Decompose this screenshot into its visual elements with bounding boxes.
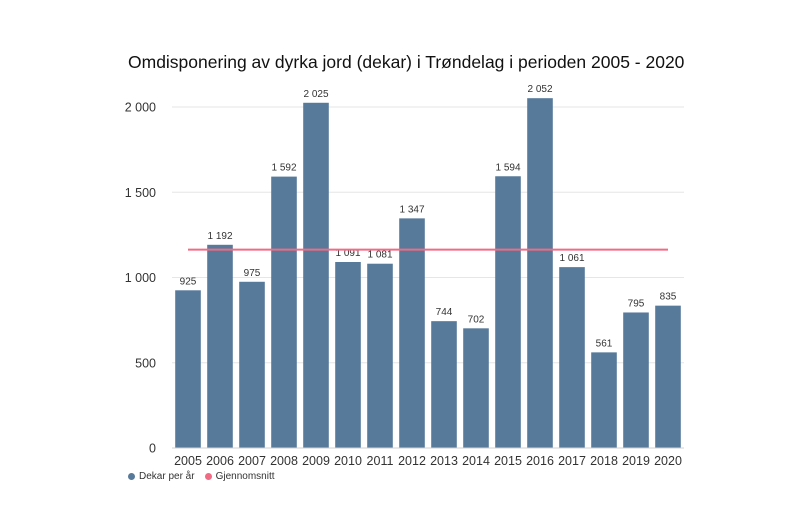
x-tick-label-2016: 2016	[526, 454, 554, 468]
data-label-2018: 561	[596, 338, 613, 349]
y-tick-label: 2 000	[125, 101, 156, 115]
data-label-2011: 1 081	[367, 250, 392, 261]
data-label-2016: 2 052	[527, 84, 552, 95]
bar-2011	[367, 263, 393, 448]
bar-2008	[271, 176, 297, 448]
data-label-2013: 744	[436, 307, 453, 318]
x-tick-label-2006: 2006	[206, 454, 234, 468]
bar-2017	[559, 267, 585, 448]
bar-2020	[655, 305, 681, 448]
data-label-2014: 702	[468, 314, 485, 325]
x-tick-label-2007: 2007	[238, 454, 266, 468]
legend: Dekar per år Gjennomsnitt	[128, 471, 285, 482]
bar-2016	[527, 98, 553, 448]
x-tick-label-2018: 2018	[590, 454, 618, 468]
data-label-2009: 2 025	[303, 89, 328, 100]
bar-2014	[463, 328, 489, 448]
bar-2009	[303, 102, 329, 449]
y-tick-label: 1 500	[125, 186, 156, 200]
x-tick-label-2010: 2010	[334, 454, 362, 468]
legend-marker-average	[204, 473, 212, 480]
data-label-2006: 1 192	[207, 231, 232, 242]
x-tick-label-2009: 2009	[302, 454, 330, 468]
bar-2015	[495, 176, 521, 448]
legend-marker-bars	[128, 473, 135, 480]
x-tick-label-2017: 2017	[558, 454, 586, 468]
x-tick-label-2020: 2020	[654, 454, 682, 468]
x-tick-label-2011: 2011	[367, 454, 394, 468]
bar-2018	[591, 352, 617, 448]
bar-2012	[399, 218, 425, 448]
legend-label-bars: Dekar per år	[139, 471, 195, 482]
bar-2019	[623, 312, 649, 448]
chart-title: Omdisponering av dyrka jord (dekar) i Tr…	[128, 52, 685, 72]
bar-2010	[335, 262, 361, 448]
legend-label-average: Gjennomsnitt	[215, 471, 275, 482]
y-tick-label: 1 000	[125, 271, 156, 285]
y-tick-label: 0	[149, 442, 156, 456]
legend-item-bars[interactable]: Dekar per år	[128, 471, 195, 482]
bar-2013	[431, 321, 457, 448]
x-tick-label-2015: 2015	[494, 454, 522, 468]
x-tick-label-2005: 2005	[174, 454, 202, 468]
x-tick-label-2012: 2012	[398, 454, 426, 468]
data-label-2007: 975	[244, 268, 261, 279]
x-tick-label-2019: 2019	[622, 454, 650, 468]
y-tick-label: 500	[135, 356, 156, 370]
data-label-2020: 835	[660, 292, 677, 303]
bar-2007	[239, 281, 265, 448]
data-label-2012: 1 347	[399, 204, 424, 215]
bar-2006	[207, 244, 233, 448]
x-tick-label-2008: 2008	[270, 454, 298, 468]
data-label-2015: 1 594	[495, 162, 520, 173]
data-label-2019: 795	[628, 298, 645, 309]
legend-item-average[interactable]: Gjennomsnitt	[204, 471, 275, 482]
data-label-2010: 1 091	[335, 248, 360, 259]
x-tick-label-2013: 2013	[430, 454, 458, 468]
data-label-2008: 1 592	[271, 163, 296, 174]
data-label-2017: 1 061	[559, 253, 584, 264]
data-label-2005: 925	[180, 276, 197, 287]
x-tick-label-2014: 2014	[462, 454, 490, 468]
bar-2005	[175, 290, 201, 448]
